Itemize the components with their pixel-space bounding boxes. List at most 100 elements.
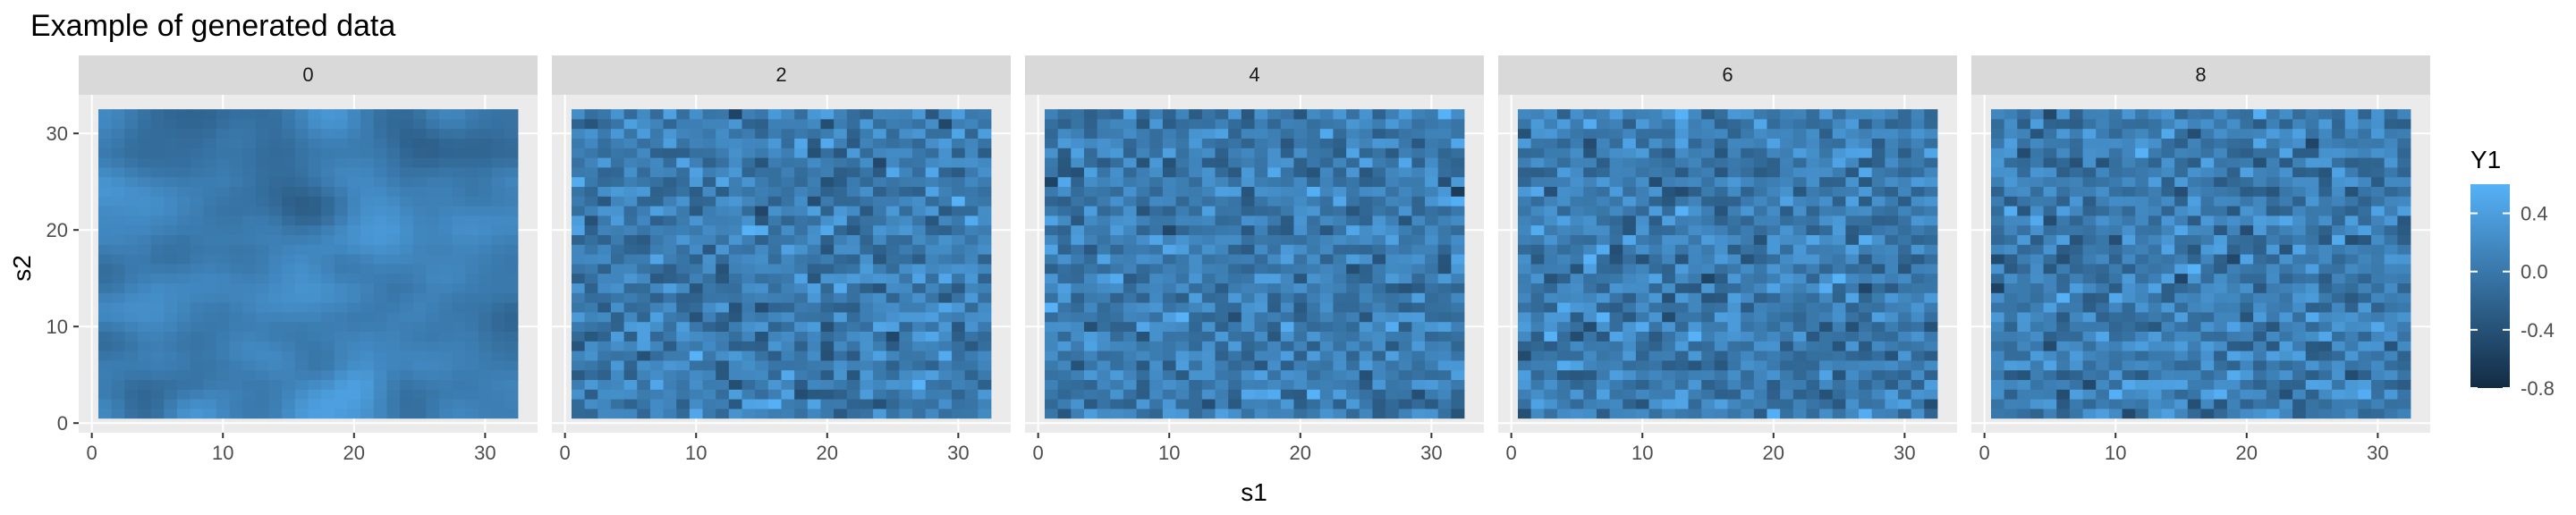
heatmap-cell xyxy=(820,341,835,351)
heatmap-cell xyxy=(1136,234,1150,245)
heatmap-cell xyxy=(1307,109,1321,120)
heatmap-cell xyxy=(1845,186,1860,197)
heatmap-cell xyxy=(373,196,387,207)
heatmap-cell xyxy=(2279,244,2293,255)
heatmap-cell xyxy=(2161,321,2175,332)
heatmap-cell xyxy=(1727,369,1741,380)
heatmap-cell xyxy=(373,350,387,361)
heatmap-cell xyxy=(807,119,821,130)
heatmap-cell xyxy=(1674,341,1689,351)
heatmap-cell xyxy=(452,157,466,168)
heatmap-cell xyxy=(203,206,217,216)
heatmap-cell xyxy=(2174,283,2189,293)
heatmap-cell xyxy=(807,331,821,342)
heatmap-cell xyxy=(2108,360,2123,371)
heatmap-cell xyxy=(1753,176,1767,187)
heatmap-cell xyxy=(571,341,586,351)
heatmap-cell xyxy=(781,157,795,168)
heatmap-cell xyxy=(1767,215,1781,226)
heatmap-cell xyxy=(649,409,664,419)
heatmap-cell xyxy=(2305,264,2319,274)
heatmap-cell xyxy=(781,273,795,283)
heatmap-cell xyxy=(426,206,440,216)
heatmap-cell xyxy=(807,283,821,293)
heatmap-cell xyxy=(2017,224,2031,235)
heatmap-cell xyxy=(2174,167,2189,178)
heatmap-cell xyxy=(1175,292,1190,303)
heatmap-cell xyxy=(2122,321,2136,332)
heatmap-cell xyxy=(1753,167,1767,178)
heatmap-cell xyxy=(807,244,821,255)
heatmap-cell xyxy=(846,148,860,158)
heatmap-cell xyxy=(702,119,716,130)
heatmap-cell xyxy=(1596,350,1610,361)
heatmap-cell xyxy=(190,109,204,120)
heatmap-cell xyxy=(294,176,309,187)
heatmap-cell xyxy=(702,254,716,265)
heatmap-cell xyxy=(1832,264,1846,274)
heatmap-cell xyxy=(676,224,691,235)
heatmap-cell xyxy=(111,167,125,178)
heatmap-cell xyxy=(479,389,493,400)
heatmap-cell xyxy=(2226,215,2241,226)
heatmap-cell xyxy=(2279,254,2293,265)
heatmap-cell xyxy=(1898,409,1912,419)
heatmap-cell xyxy=(1372,215,1386,226)
heatmap-cell xyxy=(689,389,703,400)
heatmap-cell xyxy=(190,186,204,197)
heatmap-cell xyxy=(2148,148,2162,158)
heatmap-cell xyxy=(1596,244,1610,255)
heatmap-cell xyxy=(1254,138,1268,148)
heatmap-cell xyxy=(1806,350,1820,361)
heatmap-cell xyxy=(1530,109,1545,120)
heatmap-cell xyxy=(1398,196,1412,207)
heatmap-cell xyxy=(794,186,809,197)
heatmap-cell xyxy=(2174,196,2189,207)
heatmap-cell xyxy=(1110,409,1124,419)
heatmap-cell xyxy=(2017,176,2031,187)
heatmap-cell xyxy=(229,128,243,139)
heatmap-cell xyxy=(1609,206,1623,216)
heatmap-cell xyxy=(2161,399,2175,409)
heatmap-cell xyxy=(1570,254,1584,265)
heatmap-cell xyxy=(663,360,677,371)
heatmap-cell xyxy=(1293,389,1308,400)
heatmap-cell xyxy=(1753,138,1767,148)
heatmap-cell xyxy=(952,350,966,361)
heatmap-cell xyxy=(1530,312,1545,323)
heatmap-cell xyxy=(1398,360,1412,371)
heatmap-cell xyxy=(308,196,322,207)
heatmap-cell xyxy=(1044,350,1059,361)
heatmap-cell xyxy=(1792,399,1807,409)
heatmap-cell xyxy=(794,138,809,148)
heatmap-cell xyxy=(282,264,296,274)
heatmap-cell xyxy=(1319,389,1334,400)
heatmap-cell xyxy=(1701,331,1716,342)
heatmap-cell xyxy=(2161,157,2175,168)
heatmap-cell xyxy=(1990,176,2005,187)
heatmap-cell xyxy=(1359,369,1373,380)
heatmap-cell xyxy=(308,331,322,342)
heatmap-cell xyxy=(1819,409,1834,419)
heatmap-cell xyxy=(491,196,505,207)
heatmap-cell xyxy=(1136,389,1150,400)
heatmap-cell xyxy=(1451,138,1465,148)
heatmap-cell xyxy=(2174,224,2189,235)
heatmap-cell xyxy=(2056,379,2071,390)
heatmap-cell xyxy=(1254,350,1268,361)
heatmap-cell xyxy=(373,379,387,390)
heatmap-cell xyxy=(386,215,401,226)
heatmap-cell xyxy=(2017,360,2031,371)
heatmap-cell xyxy=(111,244,125,255)
heatmap-cell xyxy=(1544,186,1558,197)
heatmap-cell xyxy=(1845,138,1860,148)
heatmap-cell xyxy=(623,176,638,187)
heatmap-cell xyxy=(1792,138,1807,148)
heatmap-cell xyxy=(741,409,756,419)
heatmap-cell xyxy=(334,341,348,351)
heatmap-cell xyxy=(1662,399,1676,409)
heatmap-cell xyxy=(1215,176,1229,187)
heatmap-cell xyxy=(2148,369,2162,380)
heatmap-cell xyxy=(584,273,598,283)
heatmap-cell xyxy=(2043,167,2057,178)
